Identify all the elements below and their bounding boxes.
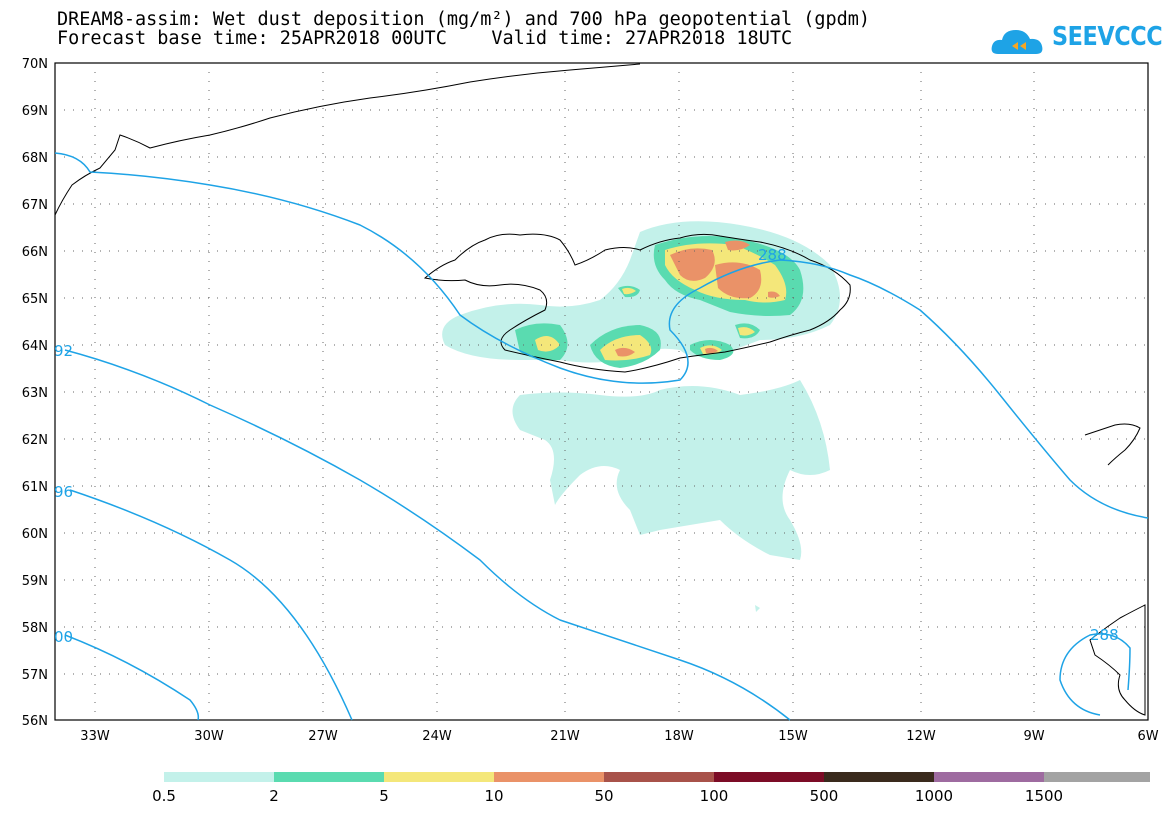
lat-label: 56N bbox=[22, 714, 48, 729]
legend-swatch bbox=[604, 772, 714, 782]
dust-deposition-shading bbox=[442, 221, 840, 612]
legend-swatch bbox=[164, 772, 274, 782]
graticule bbox=[55, 63, 1148, 720]
legend-label: 1500 bbox=[1024, 787, 1064, 805]
contour-label: 96 bbox=[54, 483, 73, 501]
lon-label: 30W bbox=[194, 729, 224, 744]
lon-label: 9W bbox=[1023, 729, 1044, 744]
lat-label: 67N bbox=[22, 198, 48, 213]
longitude-labels: 33W 30W 27W 24W 21W 18W 15W 12W 9W 6W bbox=[80, 729, 1158, 744]
lat-label: 65N bbox=[22, 292, 48, 307]
contour-label: 92 bbox=[54, 342, 73, 360]
lon-label: 33W bbox=[80, 729, 110, 744]
lat-label: 62N bbox=[22, 433, 48, 448]
lat-label: 60N bbox=[22, 527, 48, 542]
legend-label: 50 bbox=[594, 787, 614, 805]
contour-labels: 288 92 96 00 288 bbox=[54, 246, 1119, 646]
map-frame bbox=[54, 62, 1149, 721]
lat-label: 61N bbox=[22, 480, 48, 495]
legend-swatch bbox=[274, 772, 384, 782]
lon-label: 18W bbox=[664, 729, 694, 744]
lon-label: 12W bbox=[906, 729, 936, 744]
legend-label: 500 bbox=[809, 787, 839, 805]
chart-title-line1: DREAM8-assim: Wet dust deposition (mg/m²… bbox=[57, 9, 871, 30]
legend-label: 1000 bbox=[914, 787, 954, 805]
legend-label: 10 bbox=[484, 787, 504, 805]
contour-label: 00 bbox=[54, 628, 73, 646]
legend-swatch bbox=[494, 772, 604, 782]
lat-label: 69N bbox=[22, 104, 48, 119]
geopotential-contours bbox=[54, 152, 1149, 721]
legend-swatch bbox=[714, 772, 824, 782]
latitude-labels: 70N 69N 68N 67N 66N 65N 64N 63N 62N 61N … bbox=[22, 57, 48, 729]
lat-label: 66N bbox=[22, 245, 48, 260]
legend-swatch bbox=[1044, 772, 1150, 782]
lon-label: 6W bbox=[1137, 729, 1158, 744]
logo-text: SEEVCCC bbox=[1052, 22, 1163, 52]
lat-label: 57N bbox=[22, 668, 48, 683]
legend-swatch bbox=[934, 772, 1044, 782]
lon-label: 24W bbox=[422, 729, 452, 744]
legend-label: 100 bbox=[699, 787, 729, 805]
legend-label: 5 bbox=[379, 787, 389, 805]
coastlines bbox=[54, 63, 1146, 716]
lon-label: 15W bbox=[778, 729, 808, 744]
lat-label: 70N bbox=[22, 57, 48, 72]
lat-label: 64N bbox=[22, 339, 48, 354]
legend-swatch bbox=[384, 772, 494, 782]
legend-swatch bbox=[824, 772, 934, 782]
lat-label: 59N bbox=[22, 574, 48, 589]
lon-label: 21W bbox=[550, 729, 580, 744]
lat-label: 63N bbox=[22, 386, 48, 401]
cloud-icon bbox=[991, 30, 1043, 54]
legend-label: 0.5 bbox=[152, 787, 176, 805]
legend-label: 2 bbox=[269, 787, 279, 805]
contour-label: 288 bbox=[1090, 626, 1119, 644]
lon-label: 27W bbox=[308, 729, 338, 744]
contour-label: 288 bbox=[758, 246, 787, 264]
lat-label: 68N bbox=[22, 151, 48, 166]
lat-label: 58N bbox=[22, 621, 48, 636]
chart-title-line2: Forecast base time: 25APR2018 00UTC Vali… bbox=[57, 28, 793, 49]
